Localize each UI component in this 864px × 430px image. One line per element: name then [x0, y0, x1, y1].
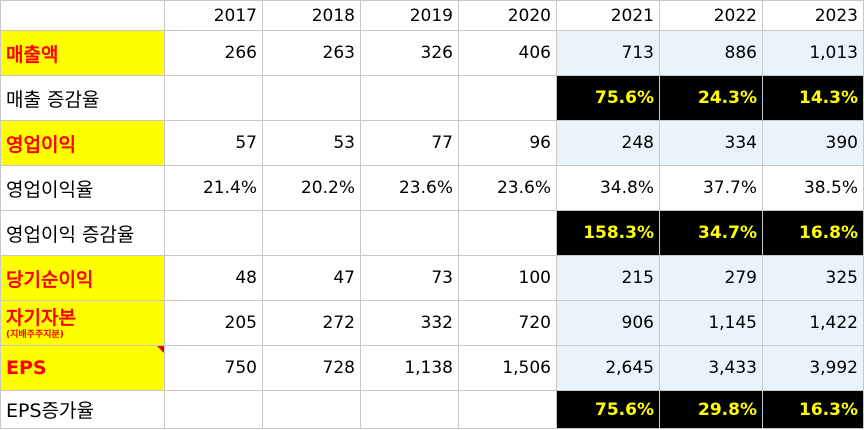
cell[interactable]: 24.3%	[659, 75, 763, 121]
cell[interactable]: 886	[659, 30, 763, 76]
row-label-revenue[interactable]: 매출액	[0, 30, 165, 76]
cell[interactable]: 334	[659, 120, 763, 166]
cell[interactable]: 205	[164, 300, 263, 346]
cell[interactable]: 53	[262, 120, 361, 166]
table-row: 영업이익율 21.4% 20.2% 23.6% 23.6% 34.8% 37.7…	[0, 165, 864, 211]
cell[interactable]: 272	[262, 300, 361, 346]
table-row: 자기자본 (지배주주지분) 205 272 332 720 906 1,145 …	[0, 300, 864, 346]
cell[interactable]: 728	[262, 345, 361, 391]
cell[interactable]	[458, 75, 557, 121]
cell[interactable]: 906	[556, 300, 660, 346]
corner-cell[interactable]	[0, 0, 165, 31]
cell[interactable]: 1,506	[458, 345, 557, 391]
row-label-operating-profit[interactable]: 영업이익	[0, 120, 165, 166]
cell[interactable]	[360, 75, 459, 121]
year-header[interactable]: 2023	[762, 0, 864, 31]
cell[interactable]: 73	[360, 255, 459, 301]
cell[interactable]: 75.6%	[556, 390, 660, 429]
table-row: 매출액 266 263 326 406 713 886 1,013	[0, 30, 864, 76]
table-row: 영업이익 57 53 77 96 248 334 390	[0, 120, 864, 166]
cell[interactable]: 16.3%	[762, 390, 864, 429]
cell[interactable]	[360, 390, 459, 429]
cell[interactable]: 75.6%	[556, 75, 660, 121]
cell[interactable]: 14.3%	[762, 75, 864, 121]
cell[interactable]: 1,013	[762, 30, 864, 76]
cell[interactable]: 37.7%	[659, 165, 763, 211]
cell[interactable]: 1,138	[360, 345, 459, 391]
header-row: 2017 2018 2019 2020 2021 2022 2023	[0, 0, 864, 31]
cell[interactable]: 20.2%	[262, 165, 361, 211]
cell[interactable]	[262, 390, 361, 429]
cell[interactable]: 38.5%	[762, 165, 864, 211]
cell[interactable]: 29.8%	[659, 390, 763, 429]
equity-sublabel: (지배주주지분)	[6, 329, 64, 340]
year-header[interactable]: 2019	[360, 0, 459, 31]
row-label-operating-margin[interactable]: 영업이익율	[0, 165, 165, 211]
cell[interactable]: 2,645	[556, 345, 660, 391]
cell[interactable]: 77	[360, 120, 459, 166]
cell[interactable]: 279	[659, 255, 763, 301]
cell[interactable]: 248	[556, 120, 660, 166]
equity-label: 자기자본	[6, 306, 76, 329]
cell[interactable]	[164, 210, 263, 256]
cell[interactable]	[360, 210, 459, 256]
cell[interactable]	[458, 390, 557, 429]
cell[interactable]: 713	[556, 30, 660, 76]
cell[interactable]: 1,422	[762, 300, 864, 346]
cell[interactable]: 720	[458, 300, 557, 346]
cell[interactable]: 390	[762, 120, 864, 166]
year-header[interactable]: 2020	[458, 0, 557, 31]
row-label-net-income[interactable]: 당기순이익	[0, 255, 165, 301]
cell[interactable]: 47	[262, 255, 361, 301]
cell[interactable]: 1,145	[659, 300, 763, 346]
cell[interactable]: 57	[164, 120, 263, 166]
cell[interactable]: 48	[164, 255, 263, 301]
cell[interactable]	[458, 210, 557, 256]
cell[interactable]: 3,433	[659, 345, 763, 391]
cell[interactable]: 21.4%	[164, 165, 263, 211]
row-label-eps-growth[interactable]: EPS증가율	[0, 390, 165, 429]
cell[interactable]: 332	[360, 300, 459, 346]
cell[interactable]	[262, 210, 361, 256]
cell[interactable]: 23.6%	[458, 165, 557, 211]
cell[interactable]	[262, 75, 361, 121]
table-row: 매출 증감율 75.6% 24.3% 14.3%	[0, 75, 864, 121]
cell[interactable]: 100	[458, 255, 557, 301]
cell[interactable]: 406	[458, 30, 557, 76]
table-row: EPS 750 728 1,138 1,506 2,645 3,433 3,99…	[0, 345, 864, 391]
row-label-operating-profit-growth[interactable]: 영업이익 증감율	[0, 210, 165, 256]
cell[interactable]: 326	[360, 30, 459, 76]
cell[interactable]: 263	[262, 30, 361, 76]
cell[interactable]: 325	[762, 255, 864, 301]
row-label-eps[interactable]: EPS	[0, 345, 165, 391]
table-row: 영업이익 증감율 158.3% 34.7% 16.8%	[0, 210, 864, 256]
cell[interactable]: 96	[458, 120, 557, 166]
year-header[interactable]: 2021	[556, 0, 660, 31]
table-row: EPS증가율 75.6% 29.8% 16.3%	[0, 390, 864, 429]
cell[interactable]: 3,992	[762, 345, 864, 391]
cell[interactable]: 266	[164, 30, 263, 76]
cell[interactable]: 215	[556, 255, 660, 301]
cell[interactable]: 158.3%	[556, 210, 660, 256]
cell[interactable]	[164, 75, 263, 121]
year-header[interactable]: 2018	[262, 0, 361, 31]
year-header[interactable]: 2017	[164, 0, 263, 31]
cell[interactable]: 16.8%	[762, 210, 864, 256]
row-label-equity[interactable]: 자기자본 (지배주주지분)	[0, 300, 165, 346]
cell[interactable]: 750	[164, 345, 263, 391]
cell[interactable]: 34.7%	[659, 210, 763, 256]
row-label-revenue-growth[interactable]: 매출 증감율	[0, 75, 165, 121]
table-row: 당기순이익 48 47 73 100 215 279 325	[0, 255, 864, 301]
cell[interactable]: 23.6%	[360, 165, 459, 211]
eps-label: EPS	[6, 357, 47, 379]
cell[interactable]: 34.8%	[556, 165, 660, 211]
cell[interactable]	[164, 390, 263, 429]
year-header[interactable]: 2022	[659, 0, 763, 31]
comment-indicator-icon[interactable]	[157, 346, 164, 353]
